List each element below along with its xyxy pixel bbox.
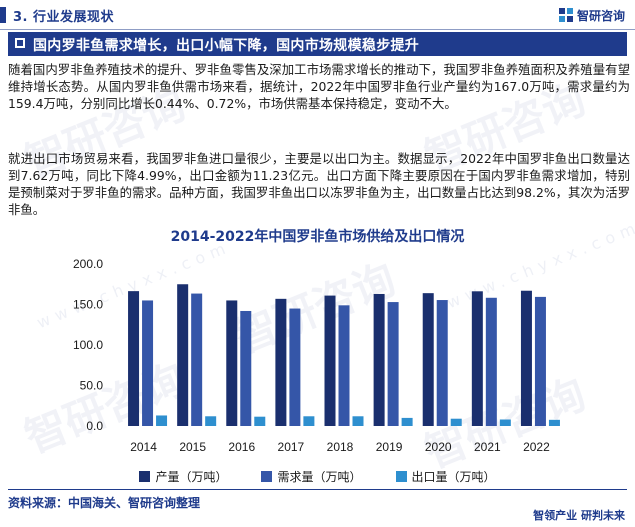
legend-label: 产量（万吨） bbox=[155, 470, 228, 484]
legend-label: 出口量（万吨） bbox=[411, 470, 496, 484]
footer-divider bbox=[8, 489, 627, 490]
x-tick-label: 2016 bbox=[228, 440, 255, 454]
demand-bar bbox=[534, 296, 546, 426]
y-tick-label: 150.0 bbox=[73, 298, 103, 312]
demand-bar bbox=[240, 310, 252, 426]
production-bar bbox=[520, 290, 532, 426]
x-tick-label: 2018 bbox=[327, 440, 354, 454]
header-divider bbox=[0, 29, 635, 30]
paragraph-export: 就进出口市场贸易来看，我国罗非鱼进口量很少，主要是以出口为主。数据显示，2022… bbox=[8, 151, 630, 217]
y-tick-label: 50.0 bbox=[80, 379, 104, 393]
x-tick-label: 2022 bbox=[523, 440, 550, 454]
demand-bar bbox=[436, 300, 448, 426]
chart-legend: 产量（万吨） 需求量（万吨） 出口量（万吨） bbox=[0, 468, 635, 485]
legend-swatch bbox=[139, 471, 151, 482]
export-bar bbox=[156, 415, 168, 426]
export-bar bbox=[548, 419, 560, 426]
production-bar bbox=[275, 298, 287, 426]
x-tick-label: 2017 bbox=[278, 440, 305, 454]
footer-tagline: 智领产业 研判未来 bbox=[533, 509, 625, 522]
section-marker bbox=[0, 7, 6, 23]
headline-banner: 国内罗非鱼需求增长，出口小幅下降，国内市场规模稳步提升 bbox=[8, 32, 627, 56]
export-bar bbox=[352, 416, 364, 426]
legend-swatch bbox=[261, 471, 273, 482]
section-title: 3. 行业发展现状 bbox=[13, 10, 115, 25]
legend-swatch bbox=[395, 471, 407, 482]
y-tick-label: 100.0 bbox=[73, 338, 103, 352]
demand-bar bbox=[191, 293, 203, 426]
x-tick-label: 2014 bbox=[130, 440, 157, 454]
square-icon bbox=[15, 38, 25, 48]
paragraph-supply-demand: 随着国内罗非鱼养殖技术的提升、罗非鱼零售及深加工市场需求增长的推动下，我国罗非鱼… bbox=[8, 62, 630, 111]
demand-bar bbox=[142, 300, 154, 426]
brand-logo-icon bbox=[558, 8, 573, 22]
demand-bar bbox=[387, 302, 399, 426]
legend-item: 需求量（万吨） bbox=[261, 468, 362, 485]
y-tick-label: 200.0 bbox=[73, 257, 103, 271]
production-bar bbox=[128, 291, 140, 426]
banner-title: 国内罗非鱼需求增长，出口小幅下降，国内市场规模稳步提升 bbox=[33, 38, 420, 54]
demand-bar bbox=[485, 297, 497, 426]
legend-label: 需求量（万吨） bbox=[277, 470, 362, 484]
x-tick-label: 2015 bbox=[179, 440, 206, 454]
production-bar bbox=[324, 295, 336, 426]
production-bar bbox=[177, 284, 189, 426]
export-bar bbox=[450, 418, 462, 426]
export-bar bbox=[205, 416, 217, 426]
x-tick-label: 2019 bbox=[376, 440, 403, 454]
production-bar bbox=[422, 293, 434, 426]
production-bar bbox=[226, 300, 238, 426]
chart-title: 2014-2022年中国罗非鱼市场供给及出口情况 bbox=[170, 229, 465, 245]
production-bar bbox=[471, 291, 483, 426]
demand-bar bbox=[289, 308, 301, 426]
export-bar bbox=[303, 416, 315, 426]
legend-item: 出口量（万吨） bbox=[395, 468, 496, 485]
export-bar bbox=[254, 416, 266, 426]
production-bar bbox=[373, 293, 385, 426]
source-note: 资料来源：中国海关、智研咨询整理 bbox=[8, 496, 201, 510]
brand-logo: 智研咨询 bbox=[558, 6, 625, 24]
legend-item: 产量（万吨） bbox=[139, 468, 227, 485]
x-tick-label: 2020 bbox=[425, 440, 452, 454]
brand-name: 智研咨询 bbox=[576, 8, 625, 23]
bar-chart: 0.0 50.0 100.0 150.0 200.0 2014 2015 2016 2017 20… bbox=[73, 257, 560, 454]
y-tick-label: 0.0 bbox=[86, 419, 103, 433]
export-bar bbox=[499, 419, 511, 426]
x-tick-label: 2021 bbox=[474, 440, 501, 454]
demand-bar bbox=[338, 305, 350, 426]
export-bar bbox=[401, 417, 413, 426]
top-header: 3. 行业发展现状 智研咨询 bbox=[0, 0, 635, 30]
